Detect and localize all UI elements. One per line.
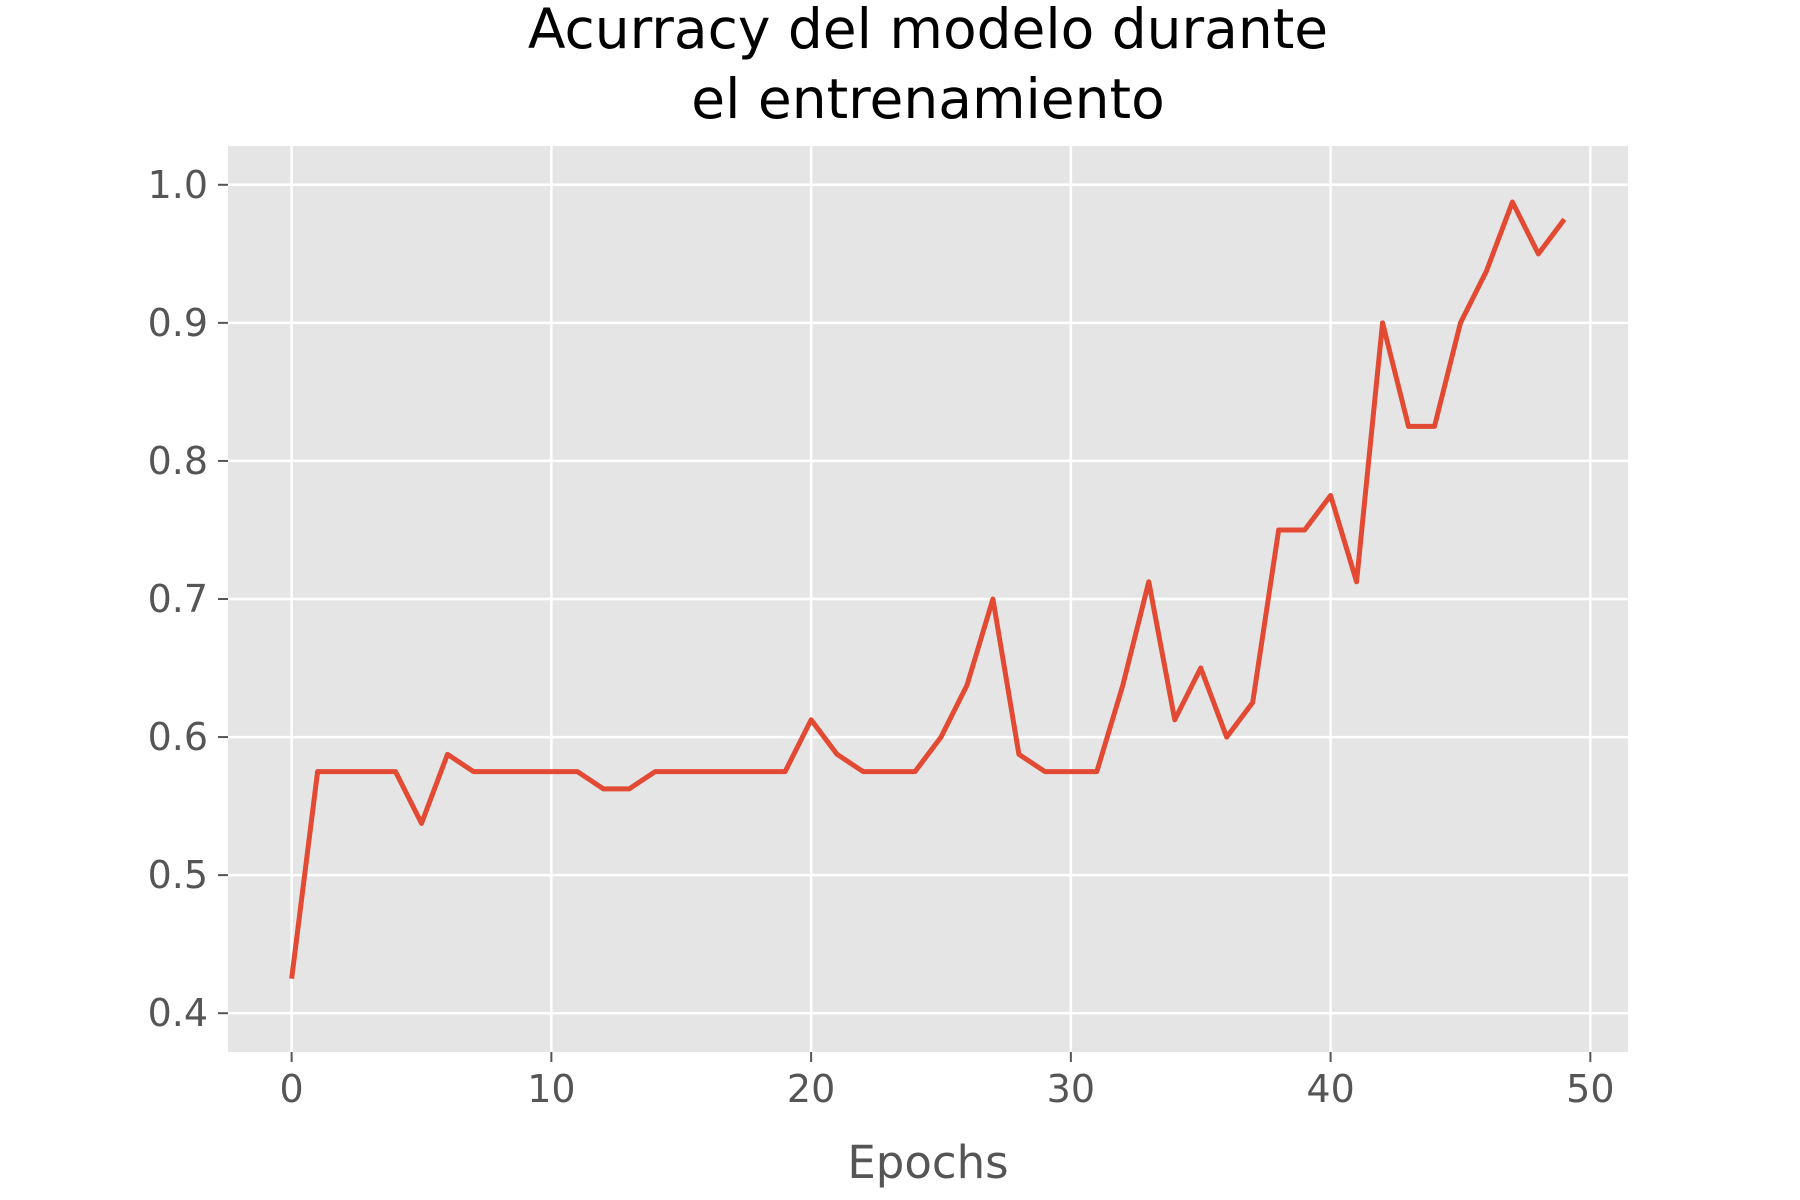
y-tick-label: 0.9	[148, 301, 208, 345]
x-tick-label: 0	[280, 1067, 304, 1111]
x-axis-label: Epochs	[847, 1136, 1008, 1189]
y-tick-label: 1.0	[148, 163, 208, 207]
y-tick-label: 0.5	[148, 853, 208, 897]
y-axis: 0.4 0.5 0.6 0.7 0.8 0.9 1.0	[148, 163, 228, 1035]
x-tick-label: 10	[527, 1067, 575, 1111]
accuracy-series-line	[289, 199, 1567, 980]
x-tick-label: 20	[787, 1067, 835, 1111]
y-tick-label: 0.6	[148, 715, 208, 759]
y-tick-label: 0.7	[148, 577, 208, 621]
y-tick-label: 0.8	[148, 439, 208, 483]
x-axis: 0 10 20 30 40 50	[280, 1052, 1615, 1111]
x-tick-label: 30	[1047, 1067, 1095, 1111]
chart-title-line-2: el entrenamiento	[691, 67, 1164, 131]
chart-title-line-1: Acurracy del modelo durante	[528, 0, 1328, 61]
grid-lines	[228, 146, 1628, 1052]
x-tick-label: 40	[1306, 1067, 1354, 1111]
x-tick-label: 50	[1566, 1067, 1614, 1111]
y-tick-label: 0.4	[148, 991, 208, 1035]
